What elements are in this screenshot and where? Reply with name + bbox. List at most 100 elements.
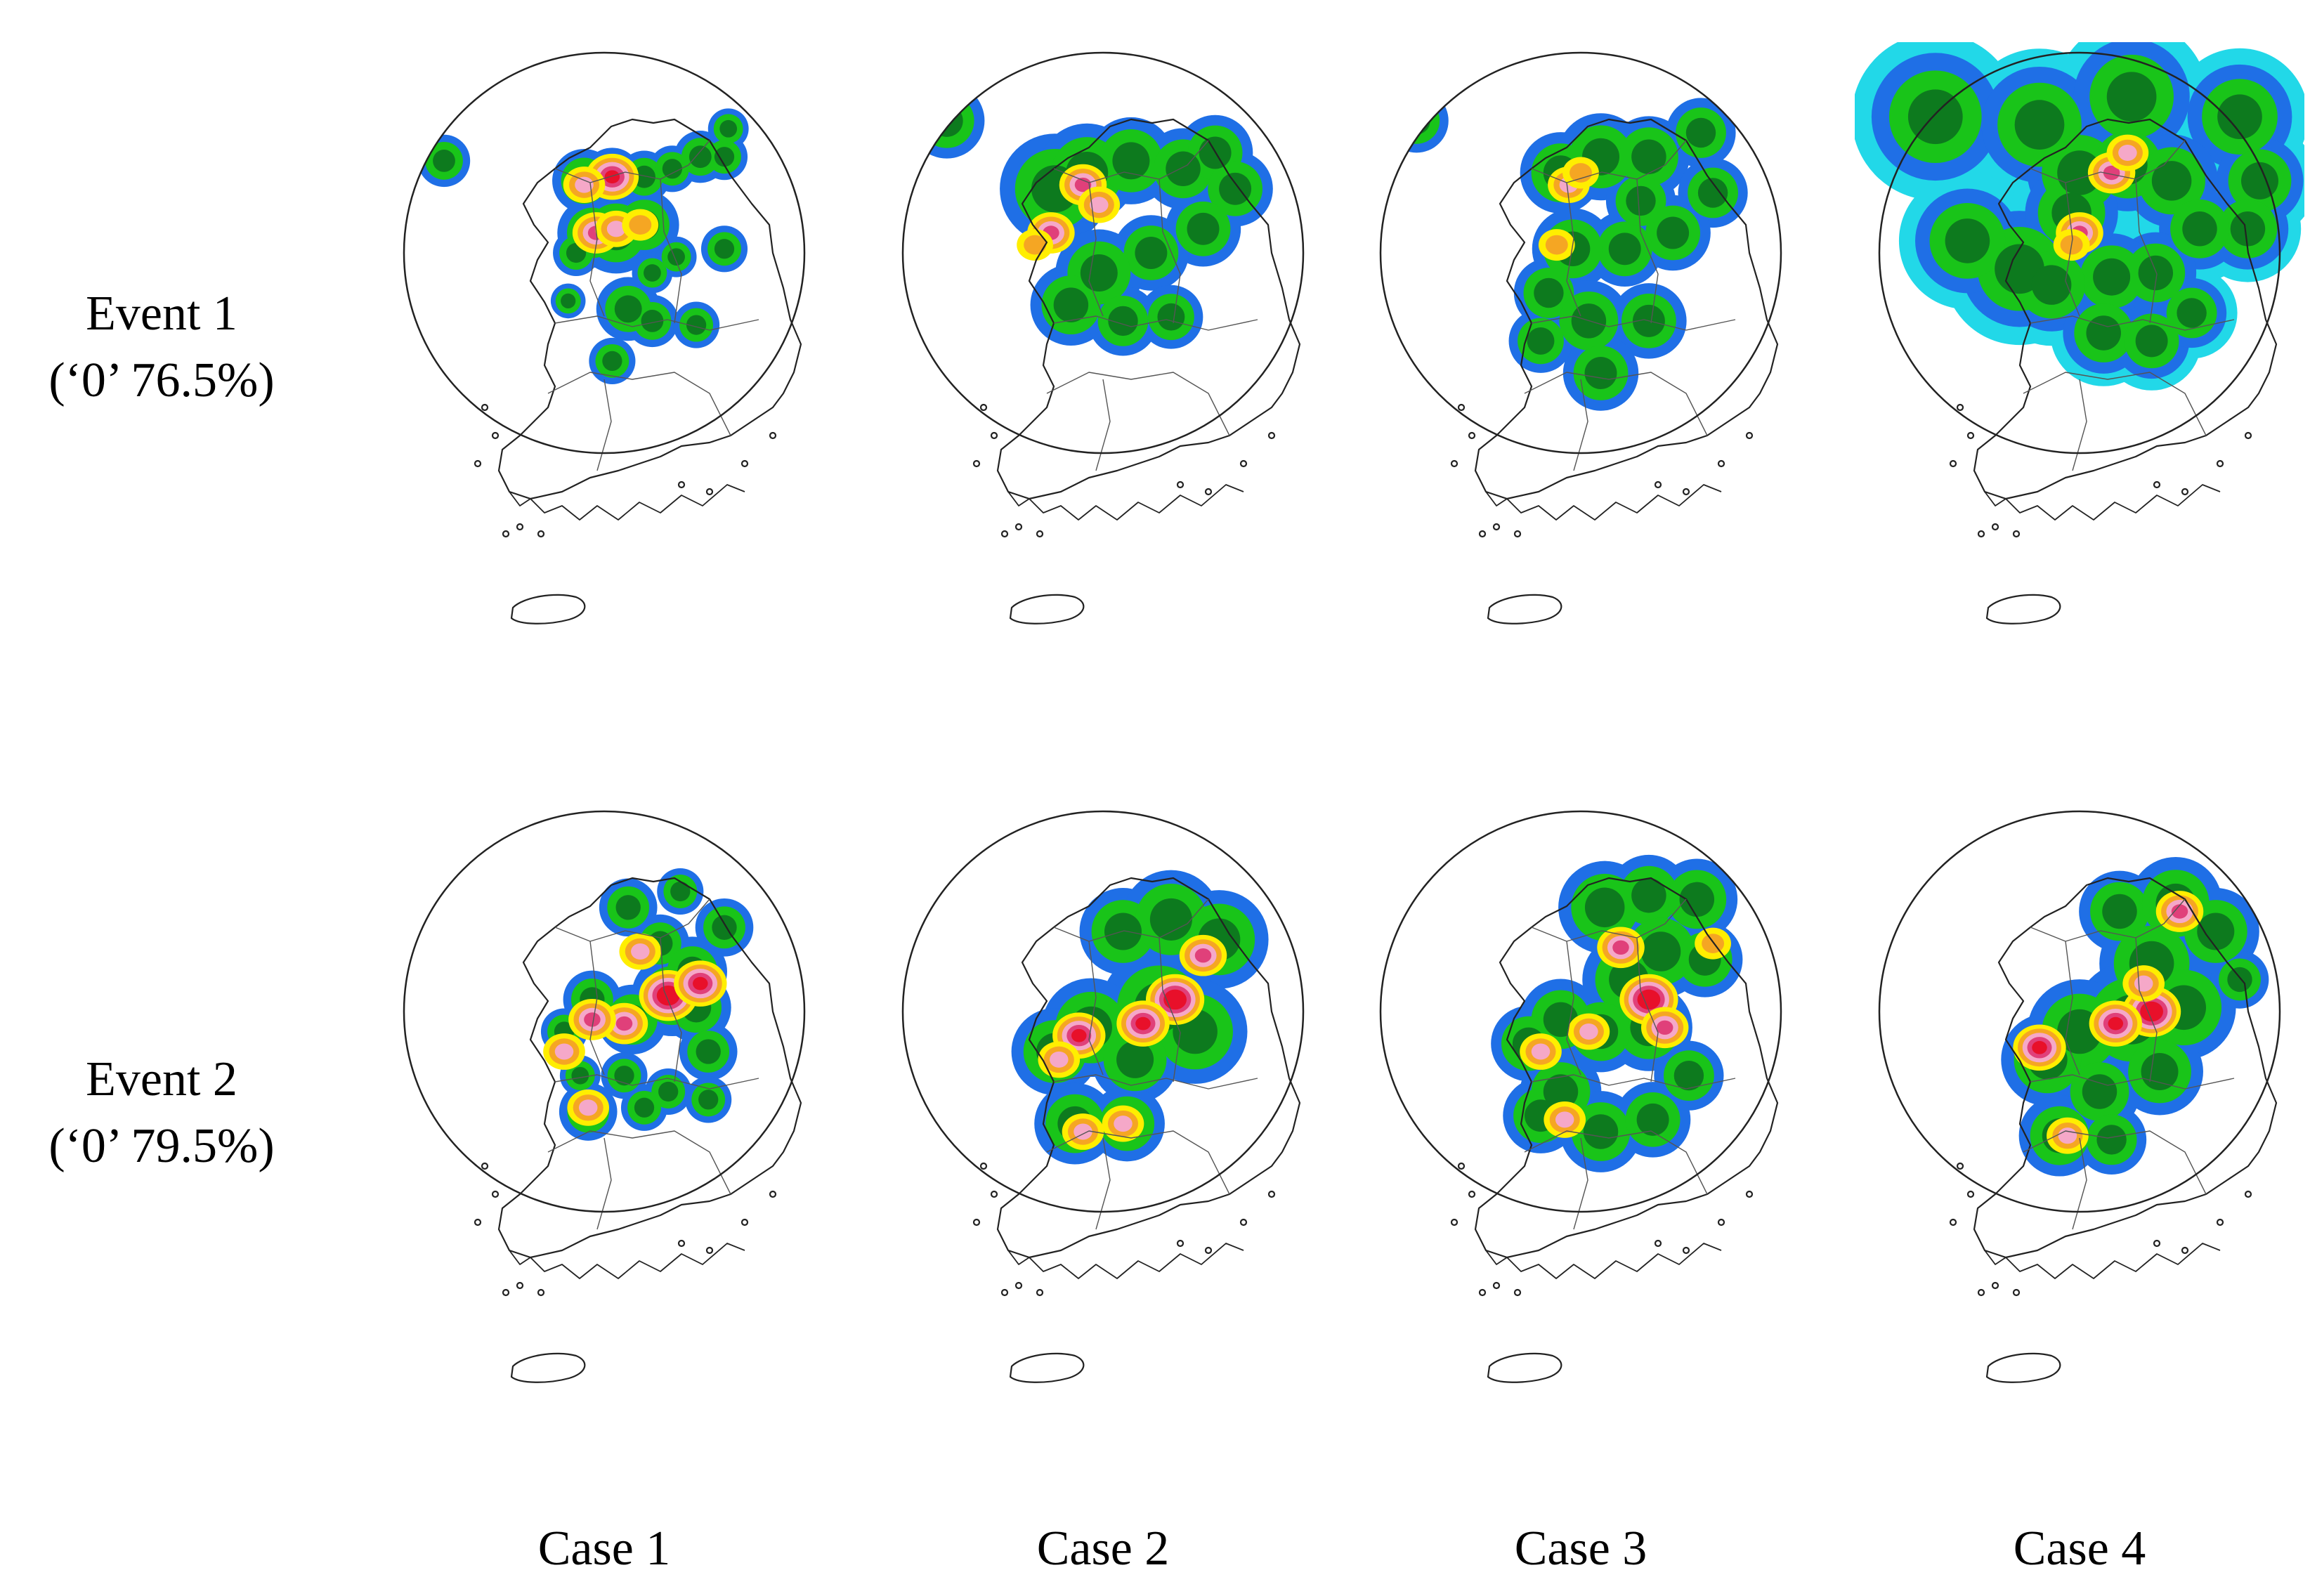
rainfall-field [540, 868, 754, 1141]
rainfall-peak [1074, 177, 1092, 192]
rainfall-peak [1135, 1016, 1151, 1031]
rainfall-field [2001, 856, 2269, 1177]
map-svg [1379, 810, 1782, 1383]
coastline [1949, 118, 2278, 624]
rainfall-peak [1074, 1123, 1092, 1140]
rainfall-peak [1555, 1111, 1574, 1128]
rainfall-field [908, 83, 1273, 356]
rainfall-cell [662, 159, 683, 179]
rainfall-cell [614, 295, 642, 323]
rainfall-cell [433, 149, 455, 172]
rainfall-cell [1112, 142, 1150, 180]
rainfall-cell [1527, 327, 1555, 355]
rainfall-cell [1608, 233, 1641, 266]
row-label-event-2: Event 2 (‘0’ 79.5%) [0, 1047, 323, 1179]
rainfall-cell [714, 147, 735, 167]
rainfall-cell [1631, 877, 1666, 913]
map-svg [901, 810, 1305, 1383]
rainfall-field [1855, 42, 2304, 391]
rainfall-field [1491, 854, 1743, 1172]
radar-coverage-circle [403, 810, 806, 1213]
rainfall-peak [578, 1099, 598, 1116]
rainfall-cell [1157, 303, 1185, 331]
rainfall-cell [1685, 117, 1716, 148]
column-label-case-2: Case 2 [1036, 1522, 1170, 1576]
column-label-case-1: Case 1 [537, 1522, 671, 1576]
map-panel-event-2-case-2 [878, 801, 1328, 1461]
rainfall-cell [2082, 1074, 2118, 1109]
rainfall-cell [1149, 898, 1192, 941]
rainfall-peak [1050, 1051, 1069, 1068]
rainfall-cell [634, 1097, 655, 1118]
rainfall-cell [670, 881, 691, 902]
rainfall-cell [1626, 185, 1656, 216]
rainfall-cell [1108, 306, 1138, 336]
rainfall-peak [575, 176, 594, 193]
rainfall-cell [2141, 1052, 2179, 1091]
rainfall-cell [2217, 94, 2262, 140]
rainfall-peak [1637, 989, 1661, 1010]
rainfall-cell [2182, 211, 2217, 247]
map-panel-event-1-case-1 [379, 42, 829, 702]
rainfall-cell [1679, 882, 1715, 917]
rainfall-cell [2151, 161, 2192, 201]
map-panel-event-1-case-2 [878, 42, 1328, 702]
event-1-title: Event 1 [86, 287, 237, 341]
event-2-zero-ratio: (‘0’ 79.5%) [48, 1118, 275, 1173]
rainfall-cell [2102, 894, 2137, 929]
column-label-case-4: Case 4 [2013, 1522, 2146, 1576]
rainfall-cell [2106, 72, 2157, 122]
rainfall-cell [658, 1081, 679, 1102]
rainfall-cell [2227, 967, 2252, 993]
rainfall-cell [1640, 931, 1681, 972]
coastline [1450, 118, 1779, 624]
rainfall-cell [1135, 237, 1168, 269]
rainfall-cell [714, 239, 735, 259]
rainfall-cell [1945, 218, 1990, 263]
coastline [972, 118, 1301, 624]
rainfall-peak [2118, 144, 2137, 162]
map-svg [1855, 42, 2304, 624]
rainfall-peak [629, 215, 652, 235]
rainfall-peak [1531, 1043, 1551, 1060]
rainfall-cell [614, 1066, 634, 1086]
rainfall-cell [696, 1039, 721, 1064]
rainfall-peak [604, 170, 620, 184]
row-label-event-1: Event 1 (‘0’ 76.5%) [0, 281, 323, 414]
map-svg [403, 810, 806, 1383]
rainfall-cell [2177, 298, 2207, 328]
rainfall-cell [689, 145, 712, 169]
rainfall-cell [1402, 107, 1430, 135]
map-panel-event-2-case-4 [1855, 801, 2304, 1461]
rainfall-field [1384, 89, 1748, 411]
rainfall-cell [602, 351, 622, 372]
rainfall-cell [2014, 100, 2065, 150]
rainfall-peak [606, 221, 626, 237]
rainfall-cell [2135, 325, 2168, 358]
rainfall-cell [2138, 255, 2174, 291]
radar-coverage-circle [1878, 810, 2281, 1213]
rainfall-peak [1024, 235, 1047, 255]
radar-coverage-circle [1379, 810, 1782, 1213]
rainfall-peak [1545, 235, 1568, 255]
rainfall-cell [615, 895, 641, 920]
rainfall-cell [667, 248, 685, 266]
rainfall-cell [1697, 178, 1728, 208]
rainfall-cell [2057, 150, 2102, 195]
rainfall-cell [1995, 244, 2044, 294]
rainfall-field [417, 108, 749, 384]
rainfall-peak [1071, 1028, 1087, 1042]
rainfall-cell [1584, 887, 1625, 928]
map-panel-event-1-case-3 [1356, 42, 1806, 702]
rainfall-cell [1053, 287, 1089, 322]
rainfall-cell [1166, 151, 1201, 187]
rainfall-peak [1579, 1023, 1598, 1040]
rainfall-peak [2108, 1016, 2124, 1031]
rainfall-cell [919, 93, 974, 148]
rainfall-cell [1116, 1040, 1154, 1078]
rainfall-peak [693, 976, 708, 990]
rainfall-cell [2230, 211, 2266, 247]
rainfall-cell [2197, 913, 2235, 950]
rainfall-peak [631, 943, 650, 960]
